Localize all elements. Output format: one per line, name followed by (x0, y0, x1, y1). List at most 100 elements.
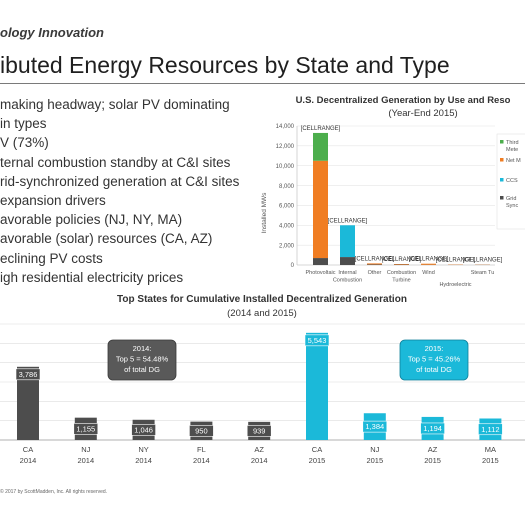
bullet-item: avorable policies (NJ, NY, MA) (0, 212, 183, 228)
chart2-category-label: 2014 (251, 456, 268, 465)
chart1-legend-swatch (500, 158, 504, 162)
generation-by-use-chart: U.S. Decentralized Generation by Use and… (261, 95, 525, 288)
chart2-data-label-box (420, 422, 445, 435)
chart1-y-tick-label: 10,000 (276, 164, 295, 170)
callout-text: Top 5 = 45.26% (408, 355, 461, 364)
chart1-bar-grid (340, 257, 355, 265)
chart1-legend-swatch (500, 140, 504, 144)
chart1-legend-label: Sync (506, 203, 518, 209)
chart1-data-label: [CELLRANGE] (382, 257, 422, 263)
chart2-category-label: 2015 (309, 456, 326, 465)
chart1-y-tick-label: 8,000 (279, 184, 295, 190)
chart2-category-label: AZ (254, 445, 264, 454)
chart1-data-label: [CELLRANGE] (463, 258, 503, 264)
chart2-data-label: 1,384 (365, 422, 384, 431)
chart1-legend-label: Grid (506, 196, 516, 202)
bullet-item: making headway; solar PV dominating (0, 97, 230, 112)
bullet-item: igh residential electricity prices (0, 269, 184, 285)
bullet-item: eclining PV costs (0, 250, 103, 266)
bullet-item: avorable (solar) resources (CA, AZ) (0, 231, 213, 247)
callout-text: of total DG (416, 365, 452, 374)
chart1-data-label: [CELLRANGE] (355, 256, 395, 262)
chart1-legend-swatch (500, 196, 504, 200)
chart2-category-label: CA (312, 445, 322, 454)
chart2-category-label: NY (138, 445, 148, 454)
chart2-data-label-box (362, 420, 388, 433)
chart2-data-label-box (478, 423, 503, 436)
chart1-category-label: Internal (338, 270, 356, 276)
chart2-category-label: 2014 (135, 456, 152, 465)
chart2-title: Top States for Cumulative Installed Dece… (117, 294, 407, 305)
chart2-bar (306, 332, 328, 440)
title-divider (0, 83, 525, 84)
chart1-category-label: Wind (422, 270, 435, 276)
chart2-category-label: 2014 (20, 456, 37, 465)
chart1-y-tick-label: 14,000 (276, 124, 295, 130)
chart2-data-label-box (246, 425, 272, 437)
callout-text: Top 5 = 54.48% (116, 355, 169, 364)
chart2-data-label: 3,786 (19, 370, 38, 379)
chart2-category-label: NJ (81, 445, 90, 454)
chart1-data-label: [CELLRANGE] (301, 126, 341, 132)
chart2-category-label: 2015 (482, 456, 499, 465)
bullet-item: ternal combustion standby at C&I sites (0, 154, 231, 170)
chart2-data-label: 1,155 (76, 424, 95, 433)
chart1-bar-grid (367, 264, 382, 265)
chart1-y-axis-label: Installed MWs (261, 192, 268, 234)
chart1-legend-swatch (500, 178, 504, 182)
chart1-category-label: Photovoltaic (306, 270, 336, 276)
callout-text: 2014: (133, 344, 152, 353)
chart1-y-tick-label: 2,000 (279, 243, 295, 249)
chart2-data-label: 5,543 (308, 336, 327, 345)
chart2-category-label: CA (23, 445, 33, 454)
chart1-bar-ccs (340, 225, 355, 258)
callout-box (107, 339, 177, 381)
chart1-bar-net (367, 263, 382, 265)
chart2-category-label: AZ (428, 445, 438, 454)
chart2-data-label-box (189, 425, 214, 437)
chart2-data-label: 1,194 (423, 424, 442, 433)
chart1-bar-net (313, 160, 328, 259)
chart1-legend-label: Third (506, 140, 519, 146)
chart2-category-label: NJ (370, 445, 379, 454)
chart2-data-label-box (73, 423, 99, 435)
chart1-data-label: [CELLRANGE] (328, 218, 368, 224)
chart1-legend-label: Mete (506, 147, 518, 153)
chart2-category-label: 2014 (77, 456, 94, 465)
chart1-y-tick-label: 4,000 (279, 223, 295, 229)
bullet-item: rid-synchronized generation at C&I sites (0, 173, 240, 189)
chart2-category-label: 2015 (366, 456, 383, 465)
chart1-y-tick-label: 0 (291, 263, 295, 269)
chart1-bar-grid (313, 258, 328, 265)
chart1-legend-label: Net M (506, 158, 521, 164)
chart1-bar-net (421, 263, 436, 265)
chart2-category-label: FL (197, 445, 206, 454)
section-kicker: ology Innovation (0, 25, 104, 40)
chart1-bar-third (313, 132, 328, 161)
chart2-data-label-box (304, 334, 330, 347)
chart2-data-label-box (131, 424, 156, 436)
top-states-chart: Top States for Cumulative Installed Dece… (0, 294, 525, 465)
chart2-data-label: 939 (253, 426, 266, 435)
chart1-category-label: Combustion (387, 270, 416, 276)
chart2-data-label: 1,046 (134, 425, 153, 434)
callout-text: 2015: (425, 344, 444, 353)
slide-title: ibuted Energy Resources by State and Typ… (0, 52, 450, 78)
chart1-category-label: Turbine (392, 278, 410, 284)
chart2-subtitle: (2014 and 2015) (227, 308, 297, 319)
chart1-legend-label: CCS (506, 178, 518, 184)
chart1-category-label: Steam Tu (471, 270, 495, 276)
chart1-data-label: [CELLRANGE] (436, 258, 476, 264)
chart1-y-tick-label: 12,000 (276, 144, 295, 150)
chart2-category-label: 2014 (193, 456, 210, 465)
chart2-bar (17, 366, 39, 440)
chart2-data-label: 1,112 (481, 425, 499, 434)
chart1-bar-net (394, 264, 409, 265)
chart1-category-label: Other (368, 270, 382, 276)
chart1-data-label: [CELLRANGE] (409, 257, 449, 263)
chart1-category-label: Combustion (333, 278, 362, 284)
bullet-item: in types (0, 116, 47, 132)
chart2-data-label: 950 (195, 426, 208, 435)
chart1-title: U.S. Decentralized Generation by Use and… (296, 95, 511, 106)
chart2-category-label: 2015 (424, 456, 441, 465)
